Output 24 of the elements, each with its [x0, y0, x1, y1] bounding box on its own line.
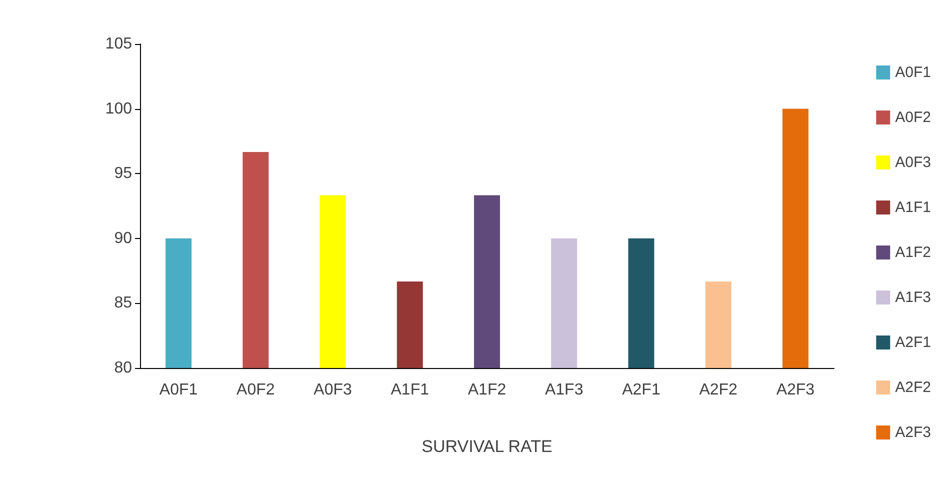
- legend-label: A2F3: [895, 424, 932, 441]
- y-tick-label: 105: [105, 36, 132, 52]
- x-tick-label: A1F2: [468, 382, 506, 398]
- y-tick-label: 95: [114, 165, 132, 182]
- legend-label: A0F2: [895, 109, 932, 126]
- x-tick-label: A2F3: [776, 382, 815, 398]
- x-tick-label: A0F3: [314, 382, 352, 398]
- x-tick-label: A0F1: [159, 382, 198, 398]
- legend-label: A1F2: [895, 244, 932, 261]
- x-tick-label: A1F3: [544, 382, 584, 398]
- y-tick-label: 90: [114, 230, 132, 247]
- x-tick-label: A2F1: [622, 382, 660, 398]
- legend-label: A1F3: [895, 289, 932, 306]
- x-axis-title: SURVIVAL RATE: [422, 437, 552, 456]
- y-tick-label: 80: [114, 360, 132, 376]
- y-tick-label: 85: [114, 294, 132, 312]
- x-tick-label: A1F1: [390, 382, 430, 398]
- x-tick-label: A0F2: [236, 382, 275, 398]
- legend-label: A0F1: [895, 64, 932, 81]
- y-tick-label: 100: [105, 100, 132, 118]
- legend-label: A2F1: [895, 334, 932, 351]
- legend-label: A0F3: [895, 154, 932, 171]
- legend-label: A1F1: [895, 199, 932, 216]
- x-tick-label: A2F2: [699, 382, 738, 398]
